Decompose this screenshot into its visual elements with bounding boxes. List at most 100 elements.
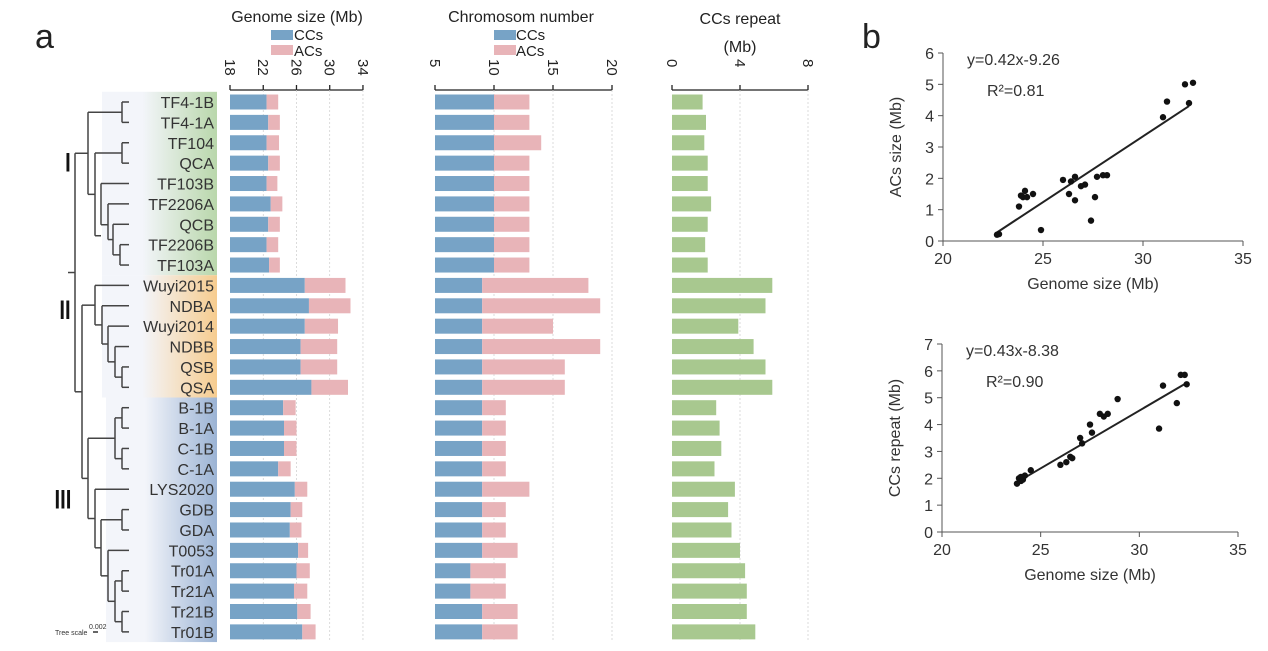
taxon-label: QCB: [179, 217, 214, 234]
data-point: [1181, 371, 1188, 379]
bar-chromosome-acs: [482, 318, 553, 334]
bar-genome-acs: [294, 481, 308, 497]
bar-chromosome-ccs: [435, 176, 494, 192]
bar-chromosome-ccs: [435, 461, 483, 477]
bar-repeat: [672, 624, 756, 640]
bar-chromosome-acs: [494, 94, 530, 110]
bar-chromosome-ccs: [435, 542, 483, 558]
bar-repeat: [672, 461, 715, 477]
bar-chromosome-ccs: [435, 583, 471, 599]
y-tick-label: 6: [924, 364, 933, 381]
bar-chromosome-ccs: [435, 277, 483, 293]
x-tick-label: 15: [544, 59, 561, 76]
x-tick-label: 25: [1032, 542, 1050, 559]
x-tick-label: 20: [603, 59, 620, 76]
bar-chromosome-acs: [494, 196, 530, 212]
data-point: [1027, 467, 1035, 474]
taxon-label: TF103B: [157, 177, 214, 194]
x-tick-label: 20: [934, 251, 952, 268]
x-axis-label: Genome size (Mb): [1027, 276, 1159, 293]
bar-repeat: [672, 318, 739, 334]
x-tick-label: 8: [799, 59, 816, 67]
bar-chromosome-ccs: [435, 318, 483, 334]
data-point: [1103, 172, 1111, 179]
clade-background-3: [106, 397, 217, 643]
taxon-label: Tr21A: [171, 584, 214, 601]
x-tick-label: 10: [485, 59, 502, 76]
taxon-label: Tr21B: [171, 605, 214, 622]
bar-genome-acs: [266, 94, 279, 110]
bar-genome-ccs: [230, 277, 305, 293]
bar-chromosome-ccs: [435, 135, 494, 151]
legend-label-acs: ACs: [516, 43, 544, 60]
y-axis-label: ACs size (Mb): [888, 97, 905, 197]
bar-genome-ccs: [230, 298, 309, 314]
bar-genome-ccs: [230, 400, 284, 416]
legend-swatch-ccs: [271, 30, 293, 40]
regression-equation: y=0.42x-9.26: [967, 52, 1060, 69]
bar-genome-acs: [300, 339, 338, 355]
bar-chromosome-acs: [482, 359, 565, 375]
bar-genome-acs: [268, 114, 280, 130]
x-tick-label: 34: [354, 59, 371, 76]
bar-repeat: [672, 339, 754, 355]
data-point: [1104, 410, 1111, 418]
bar-genome-ccs: [230, 502, 291, 518]
chart-title-chromosome-number: Chromosom number: [448, 9, 595, 26]
bar-genome-ccs: [230, 461, 279, 477]
y-tick-label: 1: [925, 203, 934, 220]
data-point: [1114, 395, 1121, 403]
bar-chromosome-ccs: [435, 237, 494, 253]
legend-swatch-acs: [494, 45, 516, 55]
phylogenetic-tree: TF4-1B TF4-1A TF104 QCA TF103B TF2206A QCB TF22…: [55, 91, 217, 643]
bar-genome-acs: [302, 624, 316, 640]
bar-chromosome-acs: [494, 155, 530, 171]
data-point: [1181, 81, 1189, 88]
bar-repeat: [672, 237, 706, 253]
data-point: [1183, 381, 1190, 388]
data-point: [1037, 226, 1045, 234]
bar-repeat: [672, 420, 720, 436]
taxon-label: Wuyi2014: [143, 319, 214, 336]
data-point: [1063, 458, 1070, 466]
bar-chromosome-ccs: [435, 563, 471, 579]
bar-chromosome-ccs: [435, 114, 494, 130]
data-point: [1071, 173, 1079, 180]
bar-repeat: [672, 359, 766, 375]
bar-genome-acs: [289, 522, 302, 538]
tree-scale-value: 0.002: [89, 624, 107, 631]
bar-repeat: [672, 196, 712, 212]
bar-chromosome-acs: [482, 481, 530, 497]
bar-repeat: [672, 298, 766, 314]
bar-chromosome-ccs: [435, 216, 494, 232]
taxon-label: TF2206A: [148, 197, 214, 214]
data-point: [1159, 382, 1167, 389]
data-point: [1155, 425, 1163, 432]
legend-swatch-ccs: [494, 30, 516, 40]
bar-genome-ccs: [230, 563, 297, 579]
bar-repeat: [672, 542, 740, 558]
data-point: [1185, 99, 1193, 107]
y-tick-label: 5: [924, 391, 933, 408]
bar-chromosome-acs: [482, 420, 506, 436]
taxon-label: GDB: [179, 503, 214, 520]
data-point: [1059, 176, 1067, 184]
x-tick-label: 25: [1034, 251, 1052, 268]
bar-chromosome-acs: [494, 216, 530, 232]
chart-title-genome-size: Genome size (Mb): [231, 9, 363, 26]
bar-genome-acs: [290, 502, 303, 518]
data-point: [995, 230, 1003, 238]
bar-genome-acs: [304, 277, 346, 293]
bar-genome-ccs: [230, 359, 301, 375]
data-point: [1071, 197, 1079, 204]
bar-chromosome-ccs: [435, 420, 483, 436]
taxon-label: TF4-1A: [161, 115, 215, 132]
bar-chromosome-ccs: [435, 522, 483, 538]
bar-chromosome-ccs: [435, 257, 494, 273]
bar-chromosome-ccs: [435, 94, 494, 110]
bar-chromosome-ccs: [435, 298, 483, 314]
y-tick-label: 3: [924, 444, 933, 461]
bar-repeat: [672, 379, 773, 395]
legend-label-ccs: CCs: [294, 27, 323, 44]
y-tick-label: 3: [925, 140, 934, 157]
